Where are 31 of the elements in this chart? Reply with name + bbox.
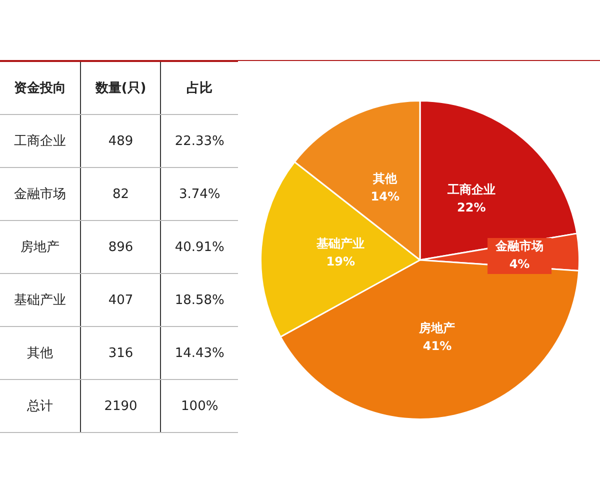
text: 2190 xyxy=(104,398,138,414)
text: 资金投向 xyxy=(0,62,81,114)
data-label: 22% xyxy=(457,200,486,214)
data-label: 316 xyxy=(80,326,161,380)
data-label: 489 xyxy=(80,114,161,168)
data-label: 407 xyxy=(80,274,161,326)
data-label: 14% xyxy=(370,190,400,204)
data-label: 4% xyxy=(509,257,530,272)
slice-label: 房地产 xyxy=(418,320,456,335)
text: 数量(只) xyxy=(80,62,161,114)
category-label: 基础产业 xyxy=(0,274,81,326)
category-label: 工商企业 xyxy=(0,114,81,168)
text: 占比 xyxy=(160,62,238,114)
slice-label: 金融市场 xyxy=(494,239,544,254)
data-label: 18.58% xyxy=(160,274,238,326)
data-label: 40.91% xyxy=(160,220,238,274)
data-label: 14.43% xyxy=(160,326,238,380)
data-label: 22.33% xyxy=(160,114,238,168)
data-label: 19% xyxy=(326,254,355,269)
category-label: 其他 xyxy=(0,326,81,380)
slice-label: 其他 xyxy=(372,172,398,186)
data-label: 82 xyxy=(80,168,161,220)
text: 100% xyxy=(181,398,218,414)
data-label: 896 xyxy=(80,220,161,274)
data-label: 41% xyxy=(422,338,452,353)
data-label: 3.74% xyxy=(160,168,238,220)
text: 总计 xyxy=(0,380,81,432)
category-label: 金融市场 xyxy=(0,168,81,220)
slice-label: 工商企业 xyxy=(446,182,496,196)
slice-label: 基础产业 xyxy=(316,236,365,251)
category-label: 房地产 xyxy=(0,220,81,274)
